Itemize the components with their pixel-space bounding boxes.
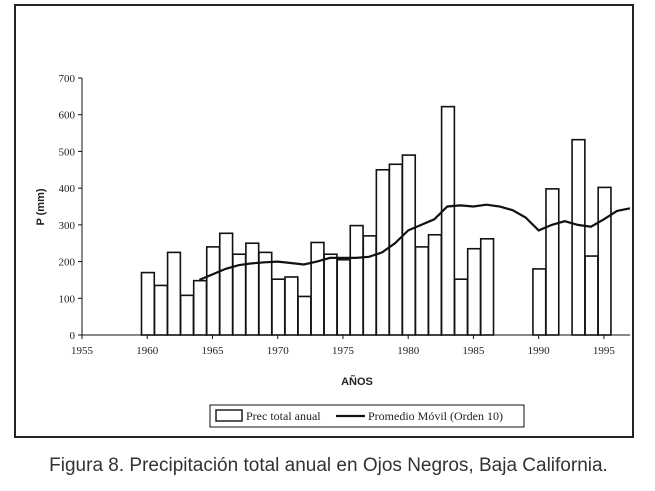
x-tick-label: 1955	[71, 345, 94, 357]
x-tick-label: 1965	[201, 345, 224, 357]
bar-1991	[545, 188, 560, 336]
bar-1977	[362, 235, 377, 336]
x-tick-label: 1975	[332, 345, 355, 357]
legend: Prec total anual Promedio Móvil (Orden 1…	[209, 404, 525, 428]
x-tick-label: 1990	[528, 345, 551, 357]
figure-caption: Figura 8. Precipitación total anual en O…	[49, 455, 608, 476]
bar-1963	[179, 294, 195, 336]
y-tick-label: 500	[59, 146, 76, 158]
x-tick-label: 1970	[267, 345, 290, 357]
y-tick-label: 700	[59, 73, 76, 85]
bar-1961	[153, 284, 169, 336]
x-tick-label: 1980	[397, 345, 420, 357]
bar-1966	[218, 232, 234, 336]
bar-1985	[466, 247, 482, 336]
legend-label-line: Promedio Móvil (Orden 10)	[368, 409, 503, 423]
legend-label-bar: Prec total anual	[246, 409, 321, 423]
bar-1981	[414, 246, 430, 336]
bar-1964	[192, 279, 208, 336]
legend-swatch-bar	[215, 409, 243, 422]
moving-average-line	[198, 203, 631, 281]
bar-1980	[401, 154, 417, 336]
bar-1995	[597, 186, 612, 336]
bar-1994	[584, 255, 599, 336]
bar-1975	[336, 258, 351, 336]
bar-1976	[349, 224, 364, 336]
y-tick-label: 400	[59, 183, 76, 195]
bar-1969	[258, 251, 273, 336]
bar-1984	[453, 278, 469, 336]
bar-1983	[440, 105, 456, 336]
bar-1986	[479, 238, 495, 336]
x-axis-title: AÑOS	[341, 375, 373, 388]
x-tick-label: 1960	[136, 345, 159, 357]
bar-series	[140, 105, 612, 336]
y-tick-label: 200	[59, 257, 76, 269]
bar-1990	[532, 268, 547, 336]
bar-1979	[388, 163, 403, 336]
x-tick-label: 1995	[593, 345, 616, 357]
bar-1993	[571, 138, 586, 336]
bar-1960	[140, 271, 156, 336]
y-axis-title: P (mm)	[35, 188, 47, 225]
y-tick-label: 0	[70, 330, 76, 342]
y-tick-label: 100	[59, 293, 76, 305]
legend-box	[209, 404, 525, 428]
bar-1982	[427, 233, 443, 336]
bar-1974	[323, 253, 338, 336]
y-tick-label: 600	[59, 110, 76, 122]
x-tick-label: 1985	[462, 345, 485, 357]
bar-1973	[310, 241, 325, 336]
x-ticks: 1955 1960 1965 1970 1975 1980 1985 1990 1995	[71, 335, 615, 357]
bar-1971	[284, 276, 299, 336]
bar-1965	[205, 246, 221, 336]
y-tick-label: 300	[59, 220, 76, 232]
bar-1962	[166, 251, 182, 336]
bar-1970	[271, 278, 286, 336]
y-ticks: 0 100 200 300 400 500 600 700	[59, 73, 82, 342]
bar-1968	[245, 242, 260, 336]
bar-1972	[297, 295, 312, 336]
